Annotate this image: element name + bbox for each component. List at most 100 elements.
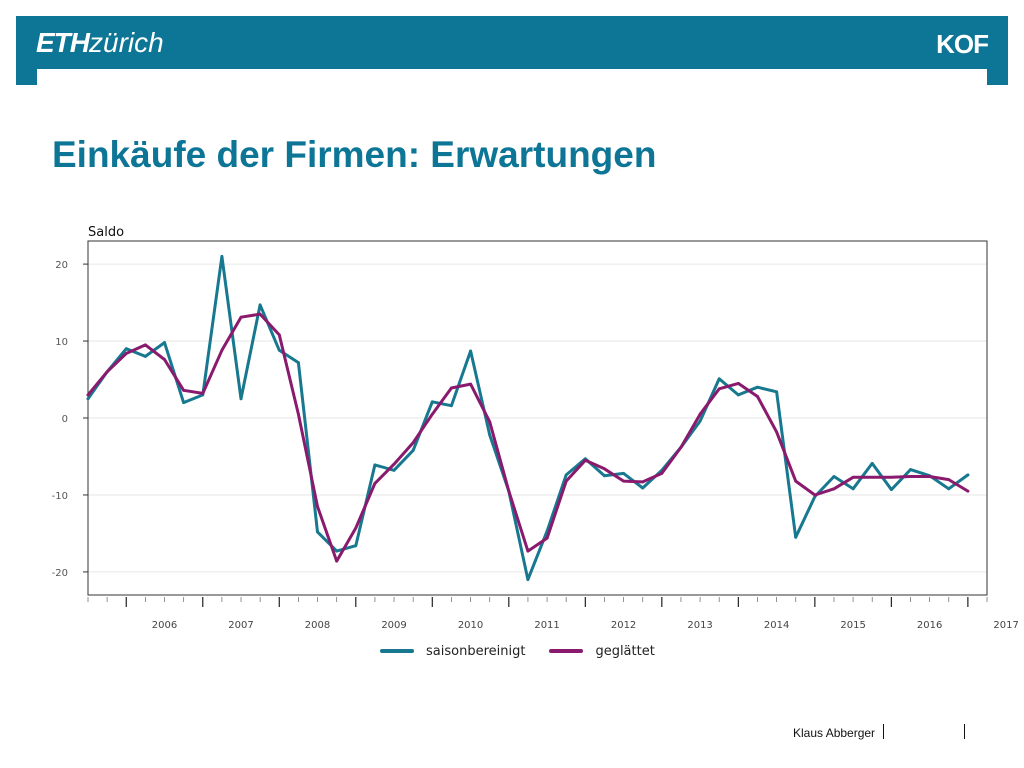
data-point-geglaettet xyxy=(450,386,453,390)
data-point-geglaettet xyxy=(545,536,549,540)
data-point-saisonbereinigt xyxy=(717,377,721,381)
kof-logo: KOF xyxy=(936,29,989,59)
data-point-saisonbereinigt xyxy=(870,462,874,465)
data-point-geglaettet xyxy=(316,505,319,508)
y-tick-label: 0 xyxy=(62,414,68,425)
data-point-geglaettet xyxy=(813,493,817,497)
series-line-geglaettet xyxy=(86,312,970,563)
data-point-geglaettet xyxy=(392,462,396,466)
data-point-geglaettet xyxy=(641,480,645,484)
y-tick-label: -10 xyxy=(52,491,68,502)
data-point-geglaettet xyxy=(239,315,243,319)
data-point-geglaettet xyxy=(794,479,798,483)
data-point-geglaettet xyxy=(124,351,128,355)
footer-author: Klaus Abberger xyxy=(793,726,876,740)
data-point-saisonbereinigt xyxy=(258,303,262,307)
data-point-saisonbereinigt xyxy=(775,390,778,394)
data-point-geglaettet xyxy=(832,487,836,491)
header-left-tab xyxy=(16,69,37,85)
footer-separator xyxy=(883,724,884,739)
data-point-saisonbereinigt xyxy=(889,488,893,491)
data-point-geglaettet xyxy=(947,478,951,481)
data-point-geglaettet xyxy=(775,430,778,434)
data-point-saisonbereinigt xyxy=(86,397,90,401)
data-point-geglaettet xyxy=(488,420,492,424)
data-point-geglaettet xyxy=(717,387,721,391)
legend-swatch-saisonbereinigt xyxy=(380,649,414,653)
x-tick-label: 2010 xyxy=(458,620,483,631)
y-axis-label: Saldo xyxy=(88,225,124,240)
legend-swatch-geglaettet xyxy=(549,649,584,653)
data-point-saisonbereinigt xyxy=(316,530,319,534)
data-point-saisonbereinigt xyxy=(277,348,281,352)
data-point-geglaettet xyxy=(660,472,664,475)
data-point-geglaettet xyxy=(411,441,415,445)
data-point-geglaettet xyxy=(469,382,472,386)
y-tick-label: -20 xyxy=(52,568,68,579)
data-point-geglaettet xyxy=(679,445,683,449)
legend-item-geglaettet: geglättet xyxy=(549,643,655,659)
data-point-saisonbereinigt xyxy=(488,433,492,437)
x-tick-label: 2015 xyxy=(840,620,865,631)
data-point-geglaettet xyxy=(220,348,224,352)
x-tick-label: 2012 xyxy=(611,620,636,631)
data-point-saisonbereinigt xyxy=(297,361,300,364)
data-point-saisonbereinigt xyxy=(564,473,568,477)
x-tick-label: 2017 xyxy=(993,620,1018,631)
data-point-geglaettet xyxy=(756,395,759,398)
data-point-saisonbereinigt xyxy=(641,486,645,490)
data-point-saisonbereinigt xyxy=(622,472,625,475)
y-tick-label: 10 xyxy=(55,337,68,348)
x-tick-label: 2009 xyxy=(381,620,406,631)
x-tick-label: 2014 xyxy=(764,620,789,631)
data-point-saisonbereinigt xyxy=(450,404,453,408)
data-point-saisonbereinigt xyxy=(354,544,358,548)
data-point-saisonbereinigt xyxy=(182,401,186,405)
data-point-geglaettet xyxy=(928,475,932,478)
data-point-geglaettet xyxy=(258,312,262,316)
header-bar xyxy=(16,16,1008,69)
data-point-saisonbereinigt xyxy=(469,349,472,353)
x-tick-label: 2011 xyxy=(534,620,559,631)
footer-separator xyxy=(964,724,965,739)
header-right-tab xyxy=(987,69,1008,85)
data-point-saisonbereinigt xyxy=(736,393,740,397)
data-point-saisonbereinigt xyxy=(603,474,606,478)
legend-label-geglaettet: geglättet xyxy=(595,643,655,659)
data-point-geglaettet xyxy=(583,458,587,462)
data-point-saisonbereinigt xyxy=(794,535,798,539)
data-point-geglaettet xyxy=(335,559,339,563)
legend-label-saisonbereinigt: saisonbereinigt xyxy=(426,643,526,659)
data-point-saisonbereinigt xyxy=(430,400,434,404)
data-point-saisonbereinigt xyxy=(124,347,128,351)
data-point-geglaettet xyxy=(354,526,358,530)
data-point-saisonbereinigt xyxy=(220,254,224,258)
data-point-geglaettet xyxy=(201,391,205,395)
data-point-saisonbereinigt xyxy=(239,397,243,401)
data-point-geglaettet xyxy=(851,475,855,479)
data-point-saisonbereinigt xyxy=(851,487,855,491)
data-point-geglaettet xyxy=(966,489,970,493)
data-point-geglaettet xyxy=(526,549,530,553)
data-point-saisonbereinigt xyxy=(526,578,530,582)
x-tick-label: 2016 xyxy=(917,620,942,631)
eth-zurich-logo: ETHzürich xyxy=(36,28,164,58)
data-point-geglaettet xyxy=(163,358,166,361)
data-point-geglaettet xyxy=(182,388,186,392)
data-point-geglaettet xyxy=(622,479,625,483)
data-point-geglaettet xyxy=(507,489,511,493)
y-tick-label: 20 xyxy=(55,260,68,271)
eth-logo-text: zürich xyxy=(89,27,164,58)
data-point-saisonbereinigt xyxy=(373,463,377,467)
data-point-geglaettet xyxy=(870,475,874,479)
x-tick-label: 2013 xyxy=(687,620,712,631)
eth-logo-bold: ETH xyxy=(36,27,90,58)
data-point-saisonbereinigt xyxy=(947,487,951,491)
data-point-saisonbereinigt xyxy=(966,473,970,477)
data-point-saisonbereinigt xyxy=(909,468,912,471)
data-point-geglaettet xyxy=(564,479,568,483)
data-point-geglaettet xyxy=(736,381,740,385)
chart-legend: saisonbereinigt geglättet xyxy=(380,640,679,662)
data-point-geglaettet xyxy=(105,370,109,374)
